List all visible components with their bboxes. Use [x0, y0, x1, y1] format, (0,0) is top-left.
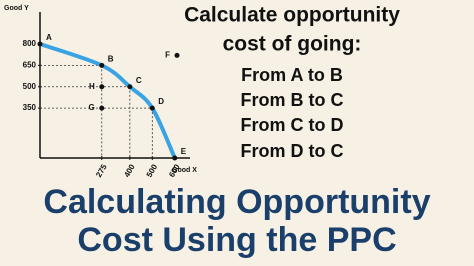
- headline: Cost Using the PPC: [77, 221, 396, 259]
- task: From D to C: [241, 141, 344, 161]
- y-tick-label: 650: [23, 60, 37, 69]
- y-axis-label: Good Y: [4, 5, 29, 12]
- point-label: D: [158, 97, 164, 106]
- task: From B to C: [241, 90, 344, 110]
- x-tick-label: 500: [145, 162, 160, 179]
- y-tick-label: 350: [23, 103, 37, 112]
- question-line: cost of going:: [223, 33, 362, 56]
- point: [149, 105, 155, 111]
- point: [172, 155, 178, 161]
- task: From A to B: [241, 65, 343, 85]
- x-tick-label: 400: [122, 162, 137, 179]
- point: [99, 84, 105, 90]
- point: [127, 84, 133, 90]
- point-label: A: [46, 33, 52, 42]
- x-tick-label: 600: [167, 162, 182, 179]
- point-label: G: [89, 103, 95, 112]
- point-label: C: [136, 76, 142, 85]
- x-tick-label: 275: [94, 162, 109, 179]
- x-axis-label: Good X: [172, 167, 197, 174]
- task: From C to D: [241, 115, 344, 135]
- point-label: F: [165, 51, 170, 60]
- point-label: E: [181, 147, 187, 156]
- point-label: B: [108, 54, 114, 63]
- y-tick-label: 500: [23, 82, 37, 91]
- question-line: Calculate opportunity: [184, 4, 400, 27]
- point: [99, 105, 105, 111]
- point: [99, 62, 105, 68]
- point-label: H: [89, 82, 95, 91]
- y-tick-label: 800: [23, 39, 37, 48]
- point: [37, 41, 43, 47]
- headline: Calculating Opportunity: [43, 183, 430, 221]
- point: [174, 52, 180, 58]
